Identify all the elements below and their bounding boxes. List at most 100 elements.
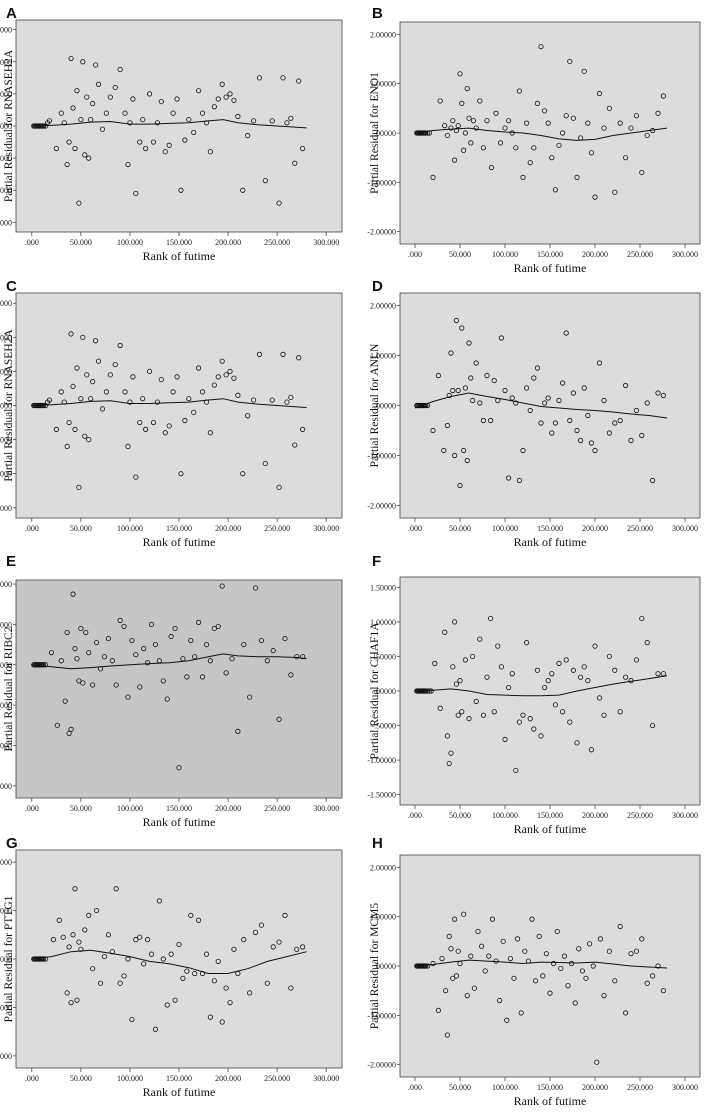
data-point-c	[170, 389, 176, 395]
plot-area-a	[15, 19, 343, 233]
panel-h: H .000 50.000 100.000 150.000 200.000 250.000 3…	[367, 835, 701, 1108]
data-point-b	[574, 174, 580, 180]
data-point-b	[513, 145, 519, 151]
y-tick-label-h: -2.00000	[367, 1061, 396, 1070]
x-tick-label-g: 50.000	[70, 1074, 92, 1083]
panel-letter-h: H	[372, 835, 383, 852]
data-point-h	[550, 960, 557, 967]
data-point-a	[92, 62, 99, 68]
plot-area-e	[15, 579, 343, 799]
data-point-d	[556, 397, 562, 404]
data-point-e	[113, 682, 119, 688]
data-point-c	[199, 389, 206, 395]
data-point-b	[464, 86, 470, 92]
y-tick-label-e: -2.00000	[0, 742, 12, 751]
data-point-c	[95, 358, 102, 364]
data-point-h	[622, 1010, 629, 1016]
data-point-g	[40, 956, 47, 962]
data-point-b	[622, 155, 629, 161]
y-axis-label-f: Partial Residual for CHAF1A	[369, 622, 381, 760]
data-point-a	[53, 145, 59, 152]
data-point-d	[606, 430, 613, 436]
data-point-a	[86, 155, 92, 161]
data-point-c	[288, 394, 294, 400]
data-point-e	[54, 722, 60, 728]
y-tick-label-f: -1.50000	[367, 791, 396, 800]
data-point-g	[70, 932, 76, 938]
data-point-c	[280, 351, 286, 357]
data-point-a	[250, 118, 257, 124]
panel-letter-a: A	[6, 5, 17, 22]
x-tick-label-d: 300.000	[672, 524, 698, 533]
x-tick-label-f: 100.000	[492, 811, 518, 820]
data-point-e	[184, 674, 190, 680]
data-point-a	[80, 59, 86, 65]
data-point-a	[66, 139, 72, 145]
data-point-d	[639, 432, 645, 439]
data-point-c	[207, 430, 213, 436]
fit-line-a	[31, 119, 307, 129]
data-point-g	[160, 956, 166, 962]
data-point-h	[442, 988, 449, 994]
data-point-e	[241, 641, 247, 648]
y-tick-label-c: -1.00000	[0, 470, 12, 479]
y-tick-label-d: 1.00000	[370, 352, 396, 361]
data-point-h	[450, 975, 456, 981]
x-tick-label-a: 150.000	[166, 238, 192, 247]
data-point-b	[493, 110, 499, 116]
data-point-e	[74, 656, 80, 662]
data-point-b	[628, 125, 634, 131]
data-point-b	[468, 140, 474, 146]
data-point-g	[258, 922, 265, 928]
data-point-a	[219, 81, 225, 87]
data-point-e	[148, 621, 155, 628]
data-point-f	[552, 702, 559, 708]
data-point-g	[82, 927, 88, 933]
data-point-h	[543, 951, 550, 957]
data-point-c	[166, 423, 172, 429]
y-tick-label-f: -1.00000	[367, 756, 396, 765]
data-point-h	[514, 936, 521, 942]
fit-line-b	[414, 127, 668, 141]
data-point-b	[460, 147, 467, 153]
y-axis-label-h: Partial Residual for MCM5	[369, 903, 381, 1029]
data-point-d	[435, 372, 441, 379]
x-tick-label-h: .000	[408, 1083, 422, 1092]
x-axis-label-a: Rank of futime	[143, 249, 216, 263]
data-point-a	[223, 94, 229, 100]
data-point-b	[484, 118, 490, 124]
data-point-g	[241, 937, 247, 943]
data-point-a	[276, 200, 282, 206]
data-point-a	[296, 78, 302, 84]
y-tick-label-c: 1.50000	[0, 299, 12, 308]
data-point-h	[660, 988, 667, 994]
data-point-g	[252, 929, 259, 935]
data-point-d	[444, 422, 450, 429]
data-point-c	[82, 433, 88, 439]
data-point-e	[192, 654, 198, 660]
data-point-b	[585, 120, 591, 126]
data-point-e	[117, 617, 123, 623]
data-point-d	[541, 400, 548, 406]
x-tick-label-d: 150.000	[537, 524, 563, 533]
data-point-c	[80, 334, 86, 340]
data-point-a	[74, 88, 80, 94]
x-tick-label-c: 150.000	[166, 524, 192, 533]
data-point-e	[247, 694, 253, 700]
x-tick-label-a: .000	[25, 238, 39, 247]
y-axis-label-e: Partial Residual for RIBC2	[3, 626, 15, 751]
data-point-d	[628, 437, 634, 444]
y-tick-label-c: .50000	[0, 367, 12, 376]
data-point-h	[565, 983, 571, 989]
data-point-d	[513, 400, 519, 406]
y-tick-label-a: .50000	[0, 90, 12, 99]
data-point-d	[538, 420, 544, 426]
data-point-h	[423, 963, 429, 969]
panel-letter-d: D	[372, 278, 383, 295]
y-tick-label-d: -1.00000	[367, 452, 396, 461]
data-point-h	[639, 936, 645, 942]
data-point-c	[191, 409, 197, 415]
data-point-a	[46, 118, 53, 124]
data-point-d	[655, 390, 661, 396]
data-point-c	[133, 474, 139, 480]
